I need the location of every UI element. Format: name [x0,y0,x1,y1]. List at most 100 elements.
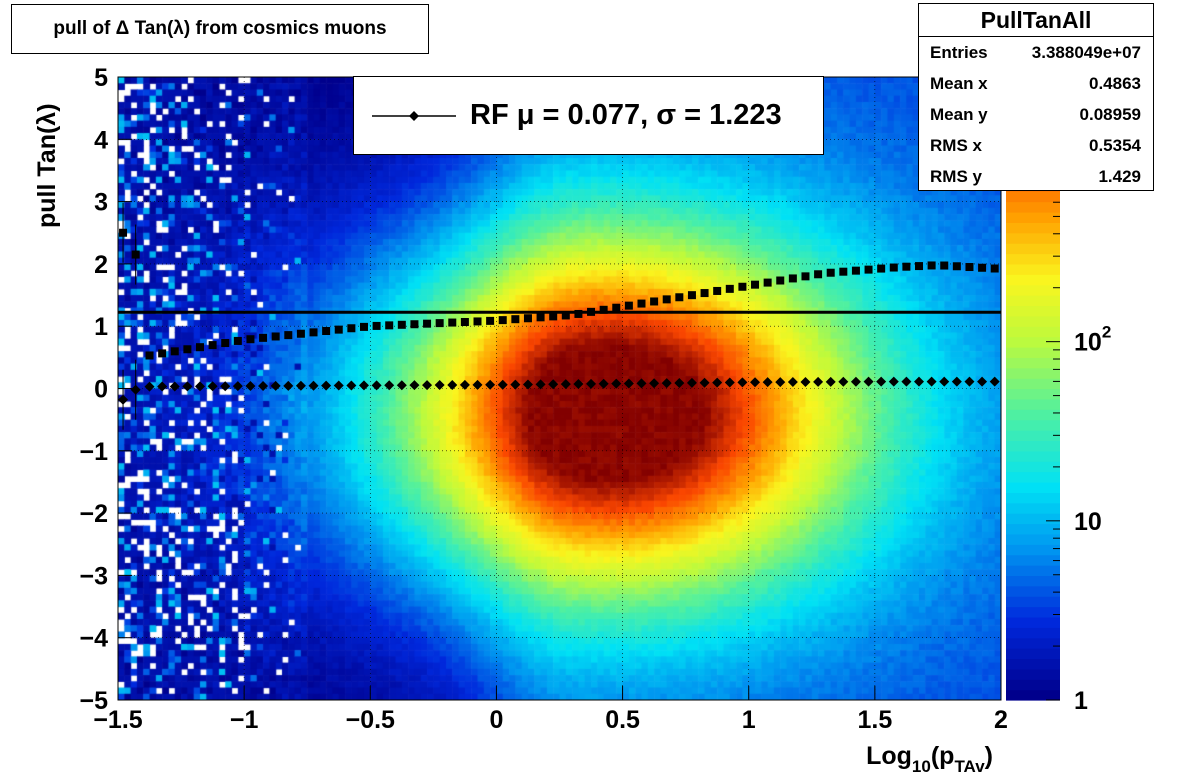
palette-band [1006,450,1060,462]
palette-band [1006,471,1060,483]
sigma-marker [334,325,343,334]
palette-band [1006,378,1060,390]
palette-tick-label: 1 [1074,687,1088,715]
palette-band [1006,336,1060,348]
mean-marker [497,379,508,390]
palette-band [1006,596,1060,608]
palette-band [1006,440,1060,452]
mean-marker [434,380,445,391]
palette-band [1006,554,1060,566]
mean-marker [295,380,306,391]
palette-band [1006,430,1060,442]
sigma-marker [864,265,873,274]
chart-title-box: pull of Δ Tan(λ) from cosmics muons [11,4,429,54]
mean-marker [926,376,937,387]
palette-band [1006,232,1060,244]
mean-marker [346,380,357,391]
sigma-marker [296,329,305,338]
sigma-marker [624,301,633,310]
stats-value: 0.5354 [1089,135,1141,155]
mean-marker [888,376,899,387]
sigma-marker [990,264,999,273]
mean-marker [737,377,748,388]
sigma-marker [460,317,469,326]
palette-band [1006,398,1060,410]
x-tick-label: −1 [230,706,259,734]
stats-value: 3.388049e+07 [1031,42,1141,62]
palette-band [1006,461,1060,473]
sigma-marker [662,295,671,304]
palette-band [1006,492,1060,504]
sigma-marker [877,264,886,273]
sigma-marker [246,335,255,344]
mean-marker [157,381,168,392]
palette-band [1006,616,1060,628]
palette-band [1006,606,1060,618]
sigma-marker [965,263,974,272]
mean-marker [485,379,496,390]
x-axis-label-part: 10 [912,757,931,776]
sigma-marker [738,282,747,291]
stats-label: RMS x [930,135,982,155]
mean-marker [308,380,319,391]
sigma-marker [776,276,785,285]
sigma-marker [473,317,482,326]
stats-label: Mean y [930,104,988,124]
palette-band [1006,502,1060,514]
palette-tick-label: 102 [1074,323,1111,357]
y-tick-label: 0 [94,376,108,404]
mean-marker [914,376,925,387]
sigma-marker [687,291,696,300]
mean-marker [560,379,571,390]
sigma-marker [574,309,583,318]
palette-band [1006,409,1060,421]
mean-marker [750,377,761,388]
sigma-marker [195,343,204,352]
x-tick-label: 0 [489,706,503,734]
x-tick-label: 0.5 [605,706,640,734]
axes: −1.5 −1 −0.5 0 0.5 1 1.5 2 −5 −4 −3 −2 −1 0 1 2 3 4 5 [79,64,1007,734]
mean-marker [270,380,281,391]
sigma-marker [561,311,570,320]
sigma-marker [208,341,217,350]
mean-marker [220,381,231,392]
sigma-marker [498,316,507,325]
mean-marker [245,381,256,392]
palette-tick-label: 10 [1074,508,1102,536]
palette-band [1006,315,1060,327]
palette-band [1006,357,1060,369]
mean-marker [989,376,1000,387]
sigma-marker [119,228,128,237]
mean-marker [813,376,824,387]
stats-title: PullTanAll [919,4,1153,37]
palette-band [1006,575,1060,587]
palette-band [1006,658,1060,670]
palette-band [1006,326,1060,338]
palette-band [1006,201,1060,213]
mean-marker [611,378,622,389]
x-axis-label-part: ) [985,742,993,770]
palette-band [1006,284,1060,296]
profile-markers [118,202,1000,430]
palette-band [1006,388,1060,400]
sigma-marker [637,299,646,308]
chart-title: pull of Δ Tan(λ) from cosmics muons [53,18,387,39]
mean-marker [207,381,218,392]
palette-band [1006,419,1060,431]
palette-band [1006,367,1060,379]
stats-label: Entries [930,42,988,62]
palette-band [1006,191,1060,203]
sigma-marker [131,250,140,259]
mean-marker [232,381,243,392]
mean-marker [901,376,912,387]
sigma-marker [940,261,949,270]
x-axis-label-part: TAv [954,757,985,776]
stats-value: 0.08959 [1079,104,1141,124]
mean-marker [573,378,584,389]
mean-marker [422,380,433,391]
palette-band [1006,648,1060,660]
y-tick-label: −3 [79,562,108,590]
mean-marker [535,379,546,390]
mean-marker [712,377,723,388]
